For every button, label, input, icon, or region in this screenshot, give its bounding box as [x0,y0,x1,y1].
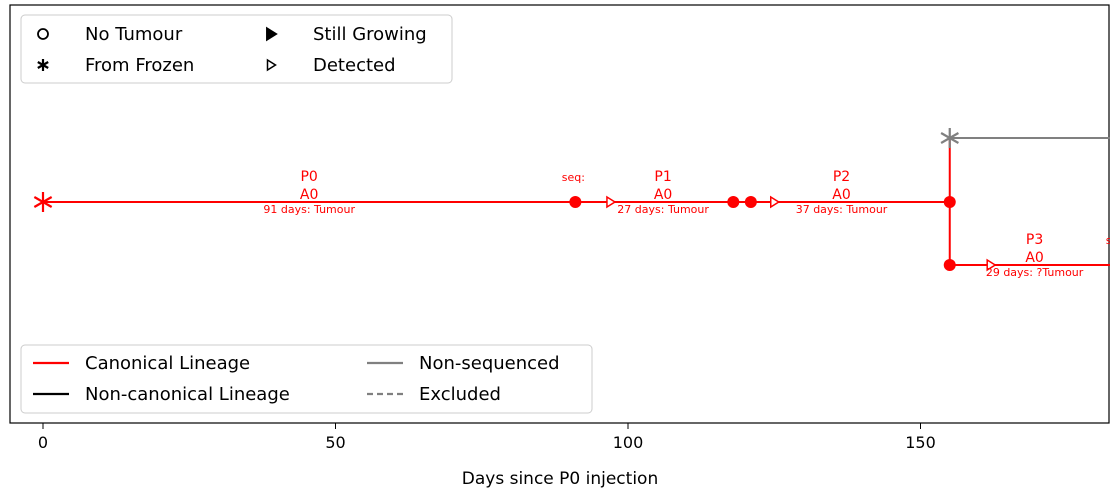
x-tick-label: 0 [38,433,48,452]
marker-legend-label: Still Growing [313,24,427,45]
x-tick-label: 150 [905,433,936,452]
tumour-label: A0 [1025,250,1043,266]
detected-marker [770,195,781,209]
passage-label: P1 [654,169,671,185]
lineage-markers [33,128,997,272]
marker-legend-box [20,14,453,84]
duration-label: 29 days: ?Tumour [986,266,1084,279]
passage-label: P2 [833,169,850,185]
line-legend-label: Non-sequenced [419,353,560,374]
tumour-label: A0 [832,187,850,203]
no-tumour-icon [37,28,49,40]
from-frozen-icon [37,61,49,69]
star-marker [940,132,959,144]
node-marker [943,196,956,208]
still-growing-icon [266,26,278,42]
tumour-label: A0 [300,187,318,203]
passage-label: P3 [1026,232,1043,248]
duration-label: 27 days: Tumour [617,203,709,216]
marker-legend-label: No Tumour [85,24,183,45]
line-legend-label: Excluded [419,384,501,405]
marker-legend-label: From Frozen [85,55,194,76]
lineage-lines [43,137,1110,266]
x-axis-label: Days since P0 injection [462,469,658,489]
detected-icon [266,58,277,72]
line-legend: Canonical Lineage Non-canonical Lineage No… [20,344,593,414]
line-legend-label: Canonical Lineage [85,353,250,374]
node-marker [744,196,757,208]
star-marker [33,196,53,208]
detected-marker [986,258,997,272]
detected-marker [606,195,617,209]
marker-legend: No Tumour From Frozen Still Growing Detecte… [20,14,453,84]
node-marker [569,196,582,208]
node-marker [943,259,956,271]
duration-label: 91 days: Tumour [263,203,355,216]
node-marker [727,196,740,208]
x-tick-label: 100 [613,433,644,452]
duration-label: 37 days: Tumour [796,203,888,216]
x-axis: 050100150200250300350 [38,423,936,452]
tumour-label: A0 [654,187,672,203]
seq-label: seq: [562,171,585,184]
plot-frame [9,4,1110,424]
line-legend-label: Non-canonical Lineage [85,384,290,405]
passage-label: P0 [300,169,317,185]
x-tick-label: 50 [325,433,345,452]
seq-label: seq: [1106,234,1110,247]
line-legend-box [20,344,593,414]
marker-legend-label: Detected [313,55,396,76]
